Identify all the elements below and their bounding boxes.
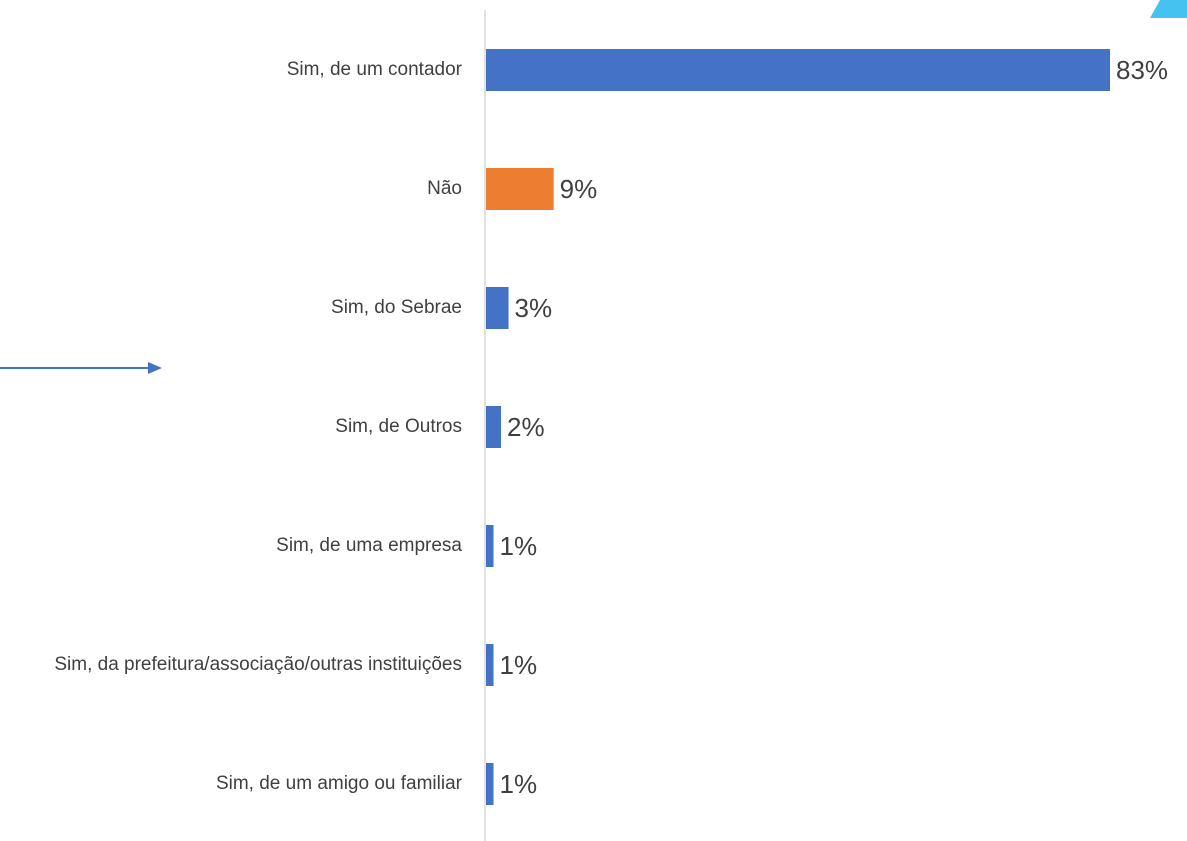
value-label: 83% — [1116, 55, 1168, 85]
bar — [486, 644, 494, 686]
arrow-head — [148, 362, 162, 374]
bar — [486, 168, 554, 210]
category-label: Sim, do Sebrae — [331, 297, 462, 319]
value-label: 2% — [507, 412, 545, 442]
category-label: Sim, da prefeitura/associação/outras ins… — [54, 654, 462, 676]
category-label-box: Sim, de uma empresa — [12, 532, 462, 560]
value-label: 1% — [500, 650, 538, 680]
category-label-box: Sim, de Outros — [12, 413, 462, 441]
category-label: Sim, de uma empresa — [276, 535, 462, 557]
value-label: 3% — [515, 293, 553, 323]
bar — [486, 49, 1110, 91]
category-label: Sim, de um contador — [286, 59, 462, 81]
value-label: 1% — [500, 531, 538, 561]
category-label-box: Sim, de um contador — [12, 56, 462, 84]
category-label-box: Sim, do Sebrae — [12, 294, 462, 322]
bar — [486, 763, 494, 805]
category-label-box: Sim, da prefeitura/associação/outras ins… — [12, 651, 462, 679]
bar — [486, 406, 502, 448]
category-label: Sim, de Outros — [335, 416, 462, 438]
bar — [486, 525, 494, 567]
category-label: Não — [427, 178, 462, 200]
category-label: Sim, de um amigo ou familiar — [215, 773, 462, 795]
category-label-box: Não — [12, 175, 462, 203]
value-label: 1% — [500, 769, 538, 799]
category-label-box: Sim, de um amigo ou familiar — [12, 770, 462, 798]
bar — [486, 287, 509, 329]
value-label: 9% — [560, 174, 598, 204]
corner-decoration — [1150, 0, 1187, 18]
